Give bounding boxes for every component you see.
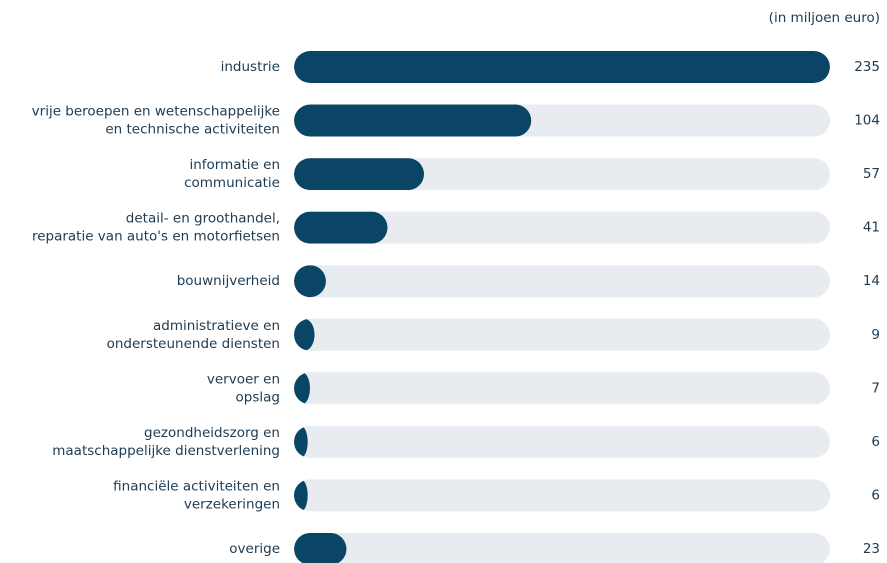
value-label: 6 — [871, 434, 880, 450]
category-label: financiële activiteiten en — [113, 478, 280, 494]
category-label: bouwnijverheid — [177, 273, 280, 289]
category-label: maatschappelijke dienstverlening — [52, 443, 280, 459]
category-label: communicatie — [184, 175, 280, 191]
category-label: en technische activiteiten — [105, 122, 280, 138]
bar — [294, 425, 308, 458]
category-label: ondersteunende diensten — [107, 336, 280, 352]
category-label: opslag — [236, 389, 280, 405]
bar-track — [294, 158, 830, 191]
value-label: 6 — [871, 487, 880, 503]
category-label: informatie en — [189, 157, 280, 173]
bar — [294, 479, 308, 512]
value-label: 235 — [854, 59, 880, 75]
bar-track — [294, 372, 830, 405]
category-label: overige — [229, 541, 280, 557]
category-label: vrije beroepen en wetenschappelijke — [32, 104, 280, 120]
bar-track — [294, 265, 830, 298]
value-label: 57 — [863, 166, 880, 182]
category-label: detail- en groothandel, — [126, 211, 280, 227]
bar-track — [294, 532, 830, 563]
category-label: gezondheidszorg en — [144, 425, 280, 441]
value-label: 104 — [854, 113, 880, 129]
bar — [294, 318, 315, 351]
category-label: reparatie van auto's en motorfietsen — [32, 229, 280, 245]
bar — [294, 372, 310, 405]
value-label: 41 — [863, 220, 880, 236]
value-label: 7 — [871, 380, 880, 396]
category-label: industrie — [221, 59, 280, 75]
bar — [294, 104, 532, 137]
bar-track — [294, 479, 830, 512]
category-label: administratieve en — [153, 318, 280, 334]
value-label: 9 — [871, 327, 880, 343]
bar — [294, 532, 347, 563]
bar-track — [294, 211, 830, 244]
bar — [294, 211, 388, 244]
bar-track — [294, 425, 830, 458]
bar — [294, 51, 830, 83]
value-label: 14 — [863, 273, 880, 289]
unit-label: (in miljoen euro) — [769, 10, 880, 26]
value-label: 23 — [863, 541, 880, 557]
bar — [294, 265, 326, 298]
category-label: vervoer en — [207, 371, 280, 387]
category-label: verzekeringen — [184, 496, 280, 512]
bar-track — [294, 318, 830, 351]
bar — [294, 158, 425, 191]
